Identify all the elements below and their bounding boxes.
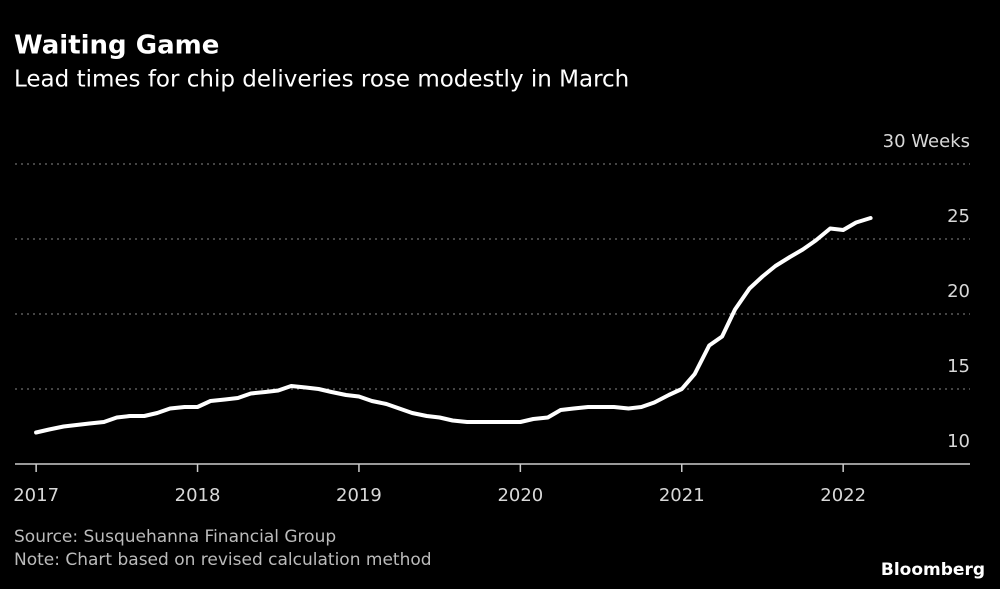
data-line xyxy=(34,216,873,435)
y-tick-label: 30 Weeks xyxy=(883,131,970,152)
x-tick-label: 2017 xyxy=(13,485,59,506)
x-tick-label: 2019 xyxy=(336,485,382,506)
y-tick-label: 10 xyxy=(947,431,970,452)
note: Note: Chart based on revised calculation… xyxy=(14,550,432,570)
y-tick-label: 20 xyxy=(947,281,970,302)
x-tick-label: 2018 xyxy=(175,485,221,506)
y-tick-label: 15 xyxy=(947,356,970,377)
chart-subtitle: Lead times for chip deliveries rose mode… xyxy=(14,67,629,93)
source: Source: Susquehanna Financial Group xyxy=(14,527,336,547)
x-tick-label: 2020 xyxy=(497,485,543,506)
brand-logo: Bloomberg xyxy=(881,560,985,580)
x-tick-label: 2021 xyxy=(659,485,705,506)
chart-title: Waiting Game xyxy=(14,31,219,61)
x-tick-label: 2022 xyxy=(820,485,866,506)
y-tick-label: 25 xyxy=(947,206,970,227)
